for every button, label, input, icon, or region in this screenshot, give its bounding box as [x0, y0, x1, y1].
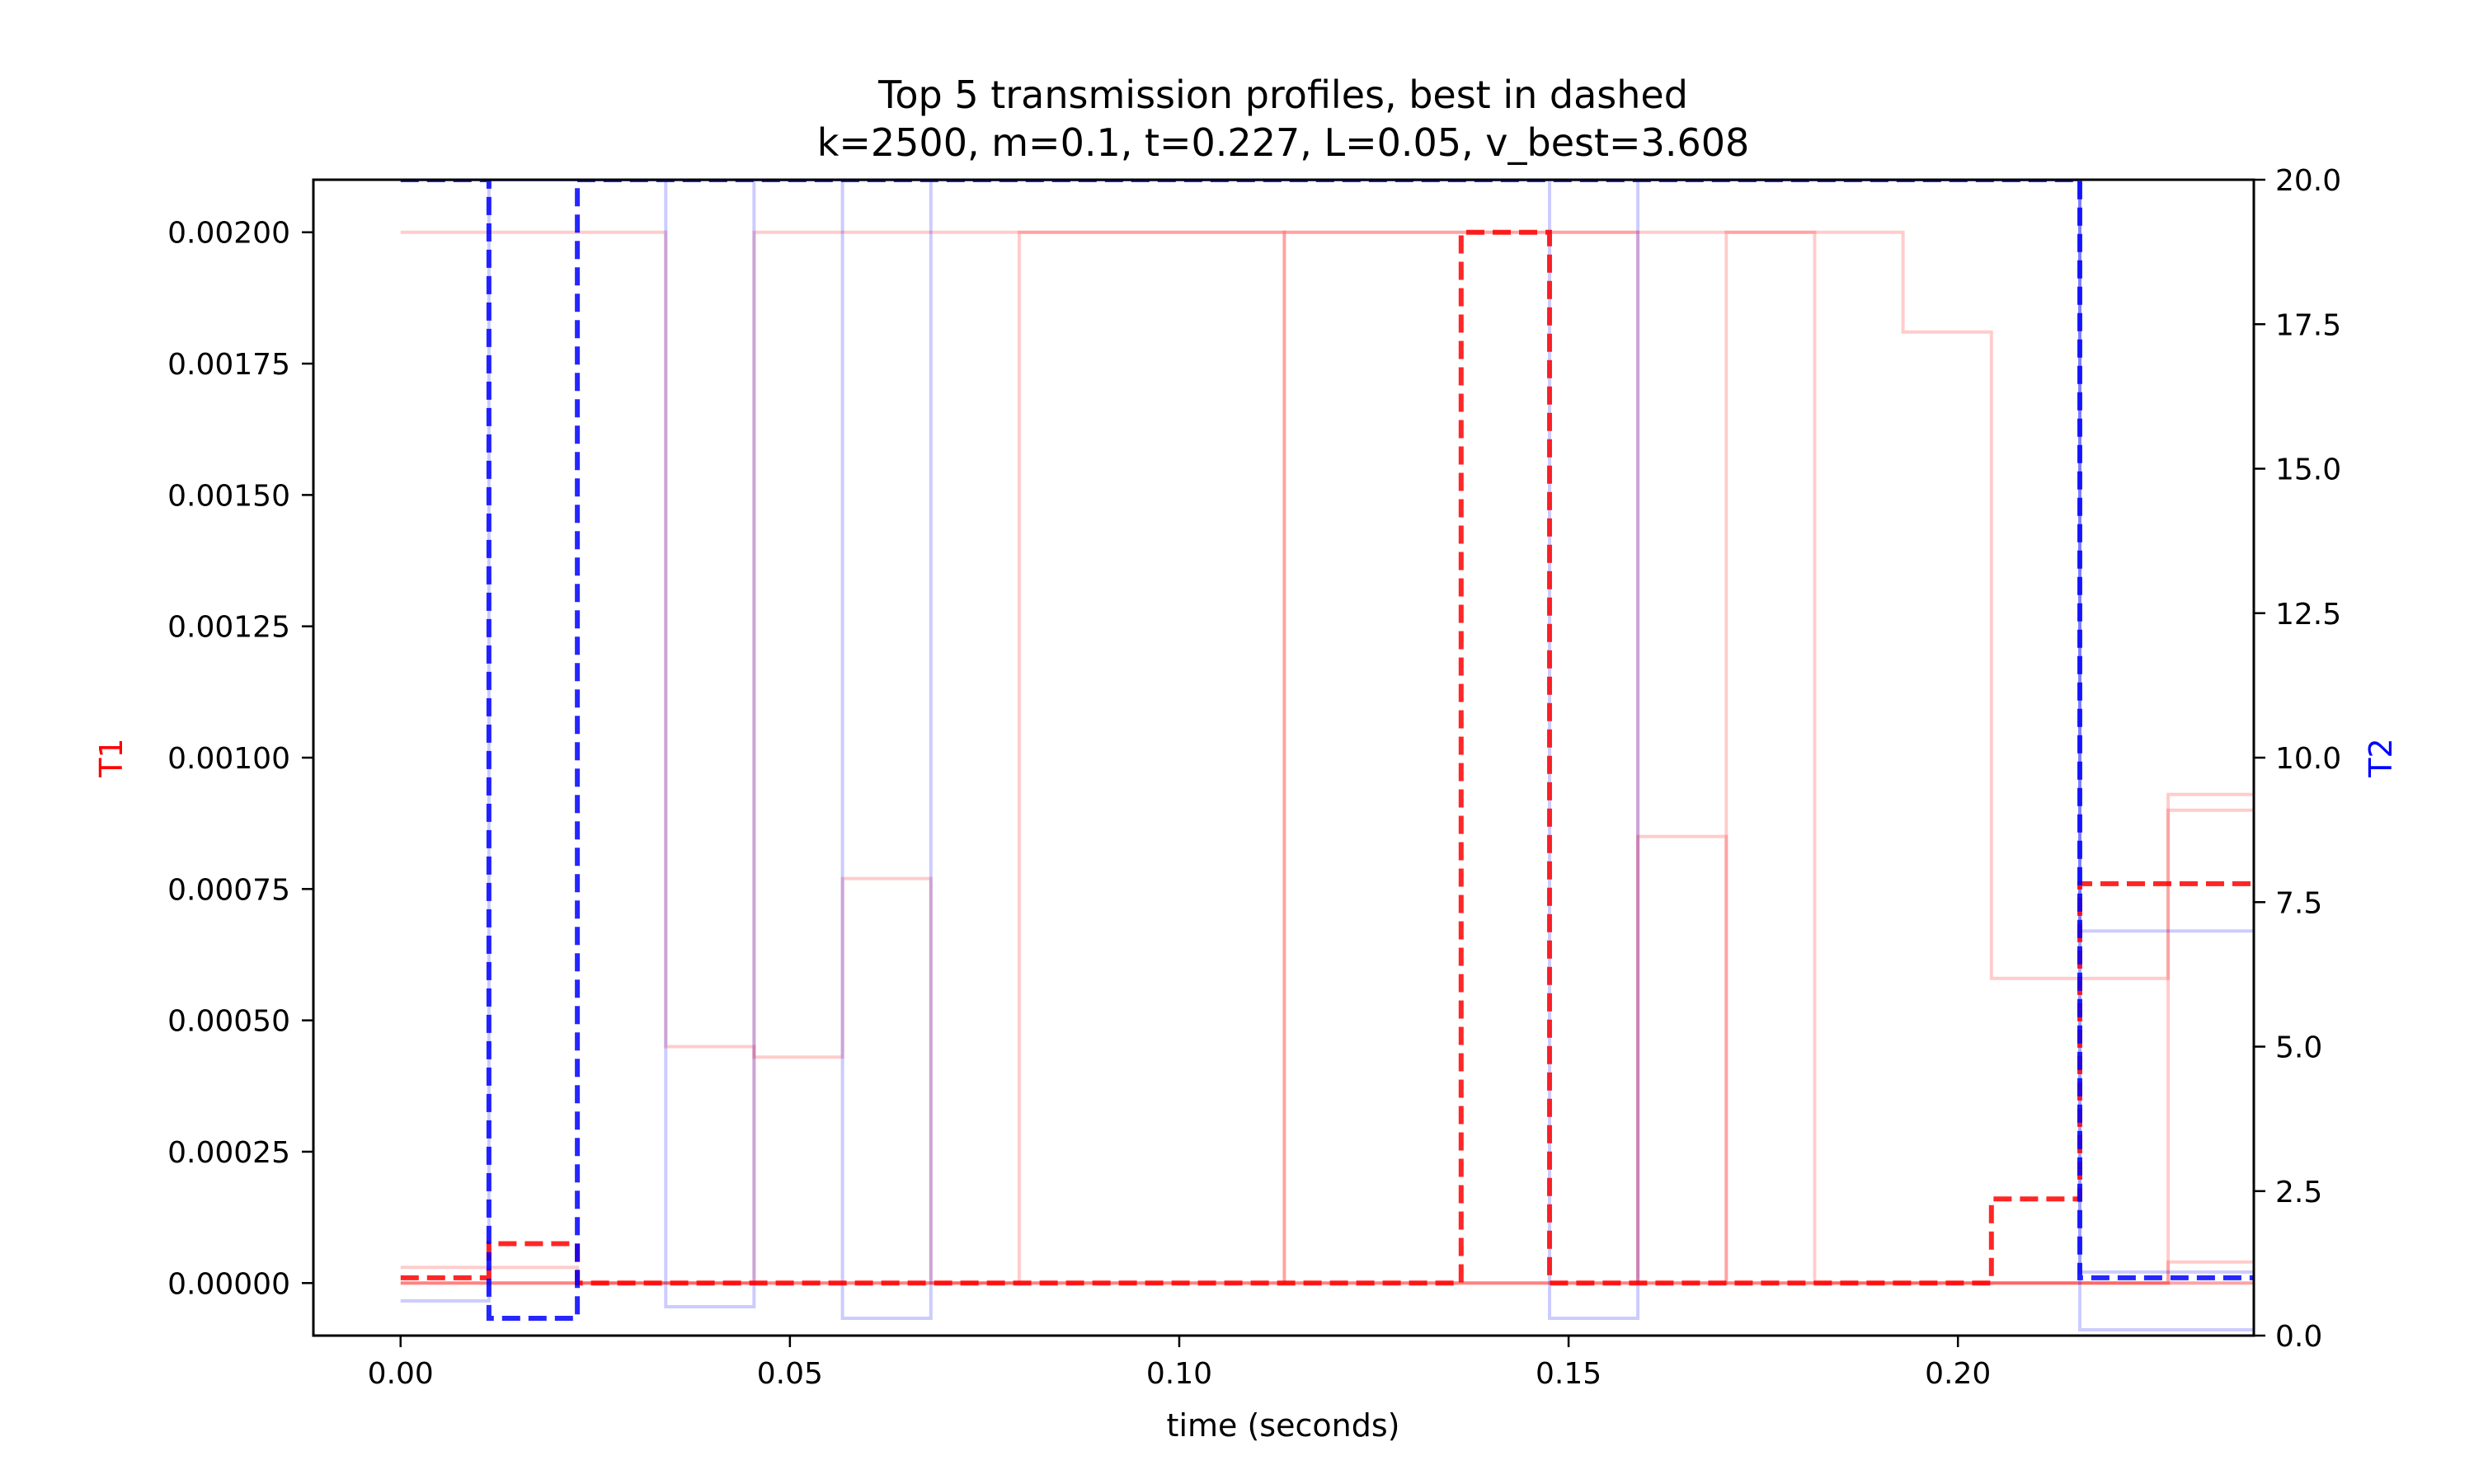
chart-title-line-2: k=2500, m=0.1, t=0.227, L=0.05, v_best=3…	[817, 120, 1750, 165]
y-right-tick-label: 17.5	[2275, 308, 2341, 342]
y-left-tick-label: 0.00150	[167, 479, 290, 513]
y-axis-left-label: T1	[93, 738, 129, 777]
y-left-tick-label: 0.00200	[167, 217, 290, 251]
y-left-tick-label: 0.00100	[167, 742, 290, 776]
y-left-tick-label: 0.00175	[167, 348, 290, 382]
y-right-tick-label: 5.0	[2275, 1031, 2322, 1065]
y-right-tick-label: 12.5	[2275, 598, 2341, 632]
chart-title-line-1: Top 5 transmission profiles, best in das…	[877, 73, 1688, 117]
x-tick-label: 0.15	[1536, 1357, 1602, 1391]
y-right-tick-label: 15.0	[2275, 453, 2341, 487]
y-right-tick-label: 20.0	[2275, 164, 2341, 198]
y-left-tick-label: 0.00050	[167, 1005, 290, 1039]
y-left-tick-label: 0.00075	[167, 873, 290, 907]
x-tick-label: 0.20	[1925, 1357, 1991, 1391]
y-right-tick-label: 10.0	[2275, 742, 2341, 776]
y-left-tick-label: 0.00025	[167, 1136, 290, 1170]
x-tick-label: 0.00	[368, 1357, 434, 1391]
y-axis-right-label: T2	[2363, 738, 2399, 777]
x-tick-label: 0.10	[1146, 1357, 1212, 1391]
y-right-tick-label: 2.5	[2275, 1176, 2322, 1209]
x-axis-label: time (seconds)	[1167, 1407, 1400, 1444]
y-left-tick-label: 0.00000	[167, 1267, 290, 1301]
y-left-tick-label: 0.00125	[167, 611, 290, 645]
x-tick-label: 0.05	[757, 1357, 823, 1391]
y-right-tick-label: 7.5	[2275, 886, 2322, 920]
y-right-tick-label: 0.0	[2275, 1320, 2322, 1354]
